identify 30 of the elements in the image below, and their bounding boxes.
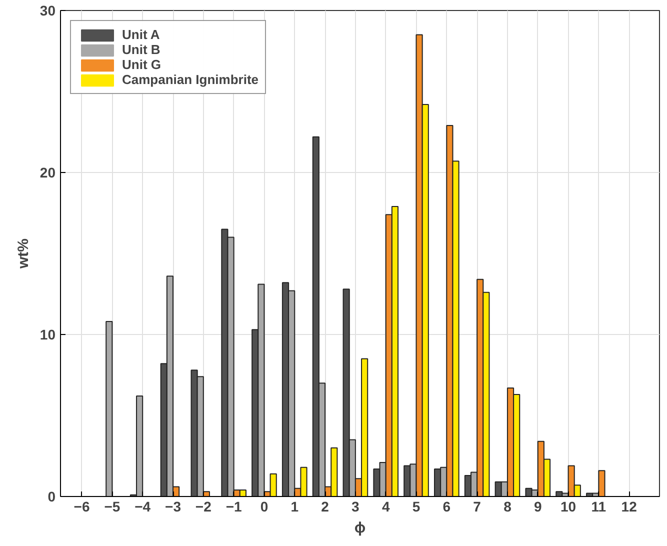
x-tick-label: −5 (104, 498, 120, 514)
y-tick-label: 0 (48, 488, 56, 504)
x-axis-title: ϕ (354, 520, 366, 536)
x-tick-label: −4 (134, 498, 151, 514)
x-tick-label: −2 (195, 498, 212, 514)
x-tick-label: 5 (412, 498, 420, 514)
legend-label: Unit B (122, 42, 160, 57)
x-tick-label: 8 (504, 498, 512, 514)
x-tick-label: 7 (473, 498, 482, 514)
y-tick-label: 10 (40, 326, 56, 342)
x-tick-label: 0 (260, 498, 268, 514)
x-tick-label: 11 (591, 498, 606, 514)
x-tick-label: −3 (165, 498, 182, 514)
x-tick-label: 4 (382, 498, 390, 514)
x-tick-label: 2 (321, 498, 330, 514)
x-tick-label: 12 (621, 498, 638, 514)
x-tick-label: −1 (226, 498, 242, 514)
legend-label: Unit A (122, 27, 160, 42)
y-tick-label: 30 (40, 2, 56, 18)
legend-label: Campanian Ignimbrite (122, 72, 259, 87)
legend-label: Unit G (122, 57, 161, 72)
x-tick-label: 10 (560, 498, 576, 514)
y-axis-title: wt% (14, 238, 32, 270)
x-tick-label: 1 (290, 498, 299, 514)
x-tick-label: 3 (352, 498, 360, 514)
x-tick-label: −6 (74, 498, 90, 514)
y-tick-label: 20 (40, 164, 56, 180)
bar (106, 321, 113, 496)
x-tick-label: 9 (534, 498, 542, 514)
x-tick-label: 6 (442, 498, 451, 514)
